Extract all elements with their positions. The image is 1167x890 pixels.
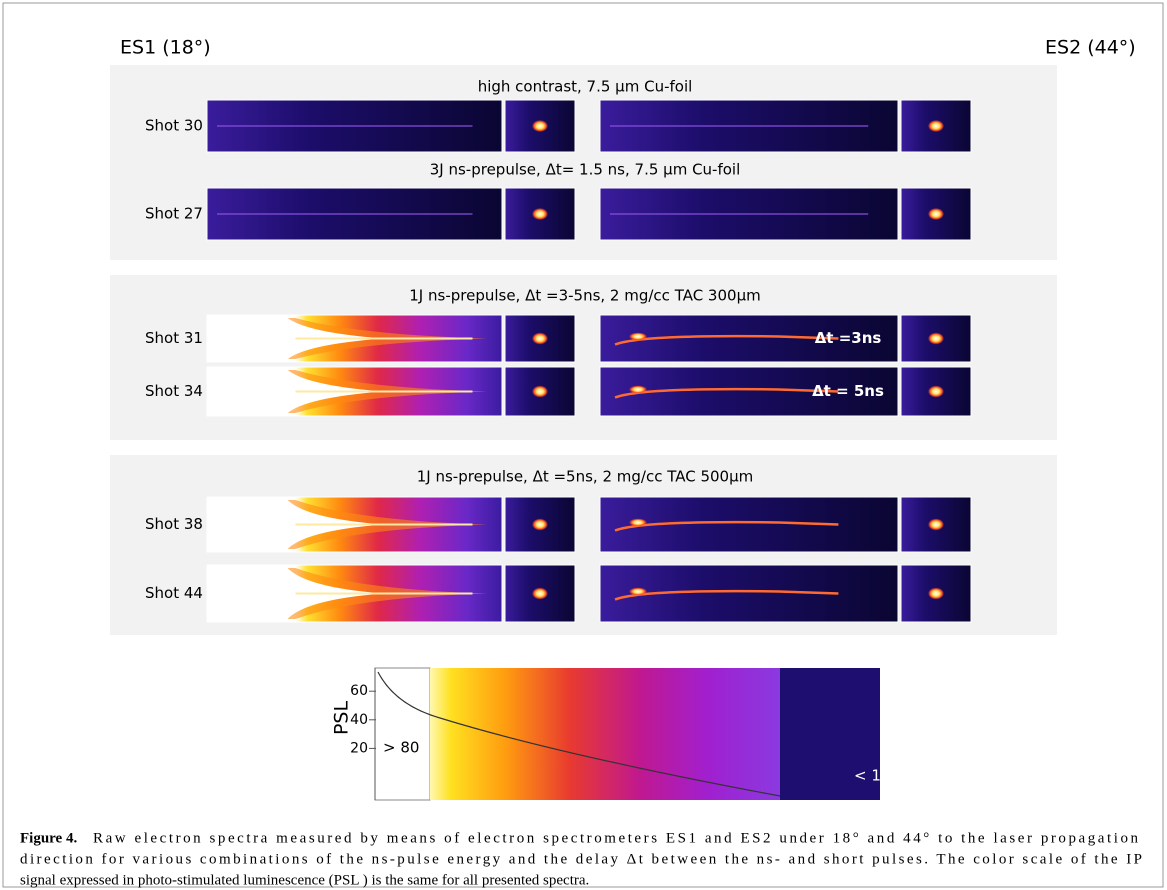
spectrum-image (206, 99, 503, 153)
spectrum-image (206, 366, 503, 417)
spot (629, 518, 647, 527)
spectrum-image (504, 314, 576, 363)
spectrum-image (599, 187, 899, 241)
section-title: high contrast, 7.5 µm Cu-foil (478, 78, 693, 96)
spectrum-image (599, 314, 899, 363)
spectrum-image (504, 496, 576, 553)
spectrum-image (504, 564, 576, 623)
tick-label: 60 (350, 683, 368, 699)
shot-label: Shot 27 (145, 205, 203, 223)
caption-label: Figure 4. (20, 830, 77, 846)
shot-label: Shot 30 (145, 117, 203, 135)
colorbar-dark (780, 668, 880, 800)
spot (928, 120, 944, 132)
caption-line: Raw electron spectra measured by means o… (93, 830, 1139, 846)
spectrum-image (504, 187, 576, 241)
colorbar-gradient (430, 668, 780, 800)
spectrum-image (504, 99, 576, 153)
spot (928, 332, 944, 345)
spectrum-image (900, 99, 972, 153)
streak (614, 520, 839, 532)
spectrum-image (599, 99, 899, 153)
delay-note: Δt = 5ns (812, 382, 884, 400)
es1-label: ES1 (18°) (120, 37, 211, 59)
spot (532, 332, 548, 345)
shot-label: Shot 34 (145, 382, 203, 400)
shot-label: Shot 31 (145, 329, 203, 347)
spectrum-image (900, 496, 972, 553)
spectrum-image (900, 187, 972, 241)
high-label: < 1 (854, 767, 881, 785)
shot-label: Shot 44 (145, 584, 203, 602)
spectrum-image (206, 496, 503, 553)
spectrum-image (504, 366, 576, 417)
psl-curve (377, 671, 781, 797)
spot (532, 518, 548, 531)
spot (532, 208, 548, 220)
spot (928, 587, 944, 600)
colorbar-white (374, 667, 431, 801)
streak (614, 334, 839, 346)
tick-label: 40 (350, 712, 368, 728)
section-title: 3J ns-prepulse, Δt= 1.5 ns, 7.5 µm Cu-fo… (430, 161, 741, 179)
spot (532, 120, 548, 132)
tick-label: 20 (350, 740, 368, 756)
spot (629, 385, 647, 394)
spectrum-image (206, 564, 503, 623)
spot (928, 518, 944, 531)
colorbar-axis-label: PSL (331, 701, 353, 736)
spectrum-image (900, 366, 972, 417)
es2-label: ES2 (44°) (1045, 37, 1136, 59)
spectrum-image (206, 314, 503, 363)
spectrum-image (900, 564, 972, 623)
caption-line: signal expressed in photo-stimulated lum… (20, 872, 589, 888)
section-title: 1J ns-prepulse, Δt =3-5ns, 2 mg/cc TAC 3… (409, 287, 760, 305)
spot (629, 332, 647, 341)
spot (928, 208, 944, 220)
spot (629, 587, 647, 596)
streak (614, 589, 839, 601)
image-bg (504, 314, 576, 363)
spot (532, 385, 548, 398)
low-label: > 80 (383, 739, 419, 757)
section-title: 1J ns-prepulse, Δt =5ns, 2 mg/cc TAC 500… (417, 468, 754, 486)
delay-note: Δt =3ns (815, 329, 882, 347)
spectrum-image (206, 187, 503, 241)
streak (614, 387, 839, 399)
caption-line: direction for various combinations of th… (20, 851, 1142, 867)
spectrum-image (599, 564, 899, 623)
spectrum-image (599, 496, 899, 553)
spot (928, 385, 944, 398)
spectrum-image (900, 314, 972, 363)
shot-label: Shot 38 (145, 515, 203, 533)
spectrum-image (599, 366, 899, 417)
spot (532, 587, 548, 600)
